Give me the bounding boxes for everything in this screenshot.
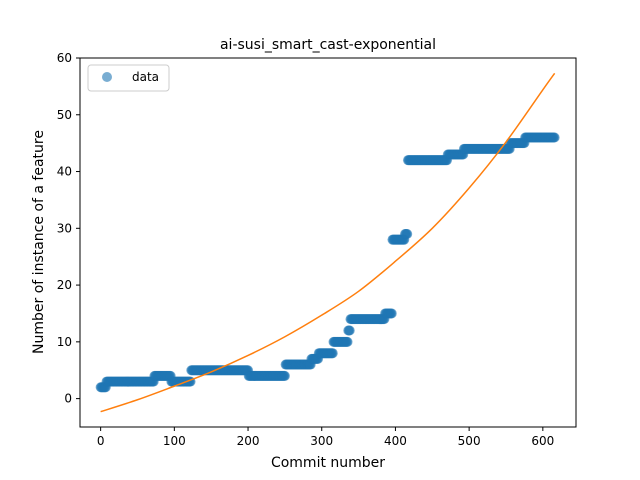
- y-tick-label: 50: [57, 108, 72, 122]
- data-point: [402, 228, 413, 239]
- legend: data: [87, 64, 170, 92]
- x-axis-label: Commit number: [271, 455, 385, 471]
- data-points: [95, 132, 560, 393]
- data-point: [279, 370, 290, 381]
- legend-label: data: [132, 70, 159, 84]
- data-point: [344, 325, 355, 336]
- plot-area: [80, 58, 576, 427]
- legend-marker: [102, 72, 112, 82]
- plot-background: [80, 58, 576, 427]
- y-axis-label: Number of instance of a feature: [31, 130, 47, 354]
- y-tick-label: 60: [57, 51, 72, 65]
- x-tick-label: 600: [531, 434, 554, 448]
- y-tick-label: 10: [57, 335, 72, 349]
- x-tick-label: 400: [384, 434, 407, 448]
- axes-frame: [79, 57, 577, 428]
- x-tick-label: 100: [163, 434, 186, 448]
- y-tick-label: 40: [57, 165, 72, 179]
- y-tick-label: 0: [64, 392, 72, 406]
- axes-layer: 0 100 200 300 400 500 600 0 10 20 30 40 50 60: [57, 51, 577, 448]
- x-tick-label: 500: [458, 434, 481, 448]
- data-point: [386, 308, 397, 319]
- data-point: [327, 348, 338, 359]
- data-layer: [95, 72, 560, 413]
- chart-title: ai-susi_smart_cast-exponential: [220, 37, 436, 53]
- y-tick-label: 20: [57, 278, 72, 292]
- x-tick-label: 300: [310, 434, 333, 448]
- y-tick-label: 30: [57, 221, 72, 235]
- x-tick-label: 0: [97, 434, 105, 448]
- x-tick-label: 200: [237, 434, 260, 448]
- legend-box: [87, 64, 170, 92]
- data-point: [549, 132, 560, 143]
- data-point: [342, 336, 353, 347]
- fit-line: [100, 72, 556, 413]
